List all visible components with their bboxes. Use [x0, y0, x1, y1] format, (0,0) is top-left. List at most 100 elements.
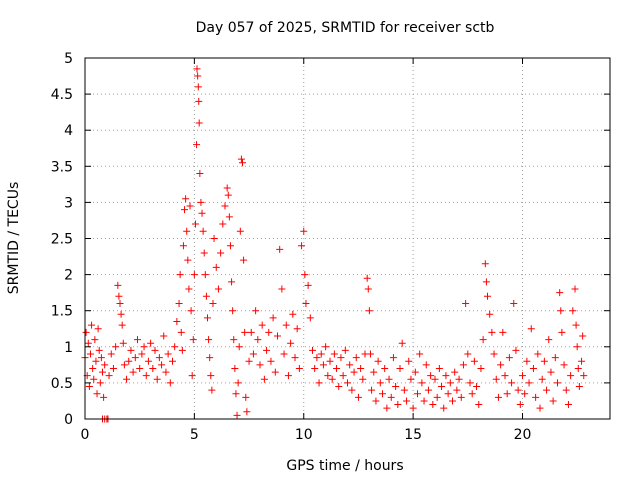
data-point [344, 379, 351, 387]
data-point [94, 325, 102, 333]
data-point [85, 383, 93, 391]
data-point [136, 364, 144, 372]
data-point [196, 170, 204, 178]
data-point [547, 368, 555, 376]
data-point [508, 379, 516, 387]
data-point [551, 354, 559, 362]
data-point [234, 379, 242, 387]
data-point [510, 299, 518, 307]
data-point [202, 292, 210, 300]
data-point [579, 332, 587, 340]
data-point [407, 375, 415, 383]
data-point [158, 361, 166, 369]
data-point [519, 372, 526, 380]
data-point [232, 390, 240, 398]
data-point [484, 292, 491, 300]
data-point [91, 336, 99, 344]
data-point [403, 397, 411, 405]
data-point [231, 364, 239, 372]
data-point [166, 379, 174, 387]
data-point [534, 350, 542, 358]
data-point [543, 386, 551, 394]
data-point [115, 292, 123, 300]
data-point [376, 379, 384, 387]
data-point [477, 364, 485, 372]
data-point [241, 328, 249, 336]
data-point [138, 350, 146, 358]
data-point [149, 364, 157, 372]
data-point [221, 202, 229, 210]
x-tick-label: 10 [295, 427, 313, 443]
data-point [191, 220, 199, 228]
data-point [289, 310, 297, 318]
data-point [212, 263, 220, 271]
data-point [263, 346, 271, 354]
data-point [99, 368, 106, 376]
data-point [209, 299, 217, 307]
data-point [224, 191, 232, 199]
data-point [95, 346, 103, 354]
data-point [254, 336, 262, 344]
data-point [385, 375, 393, 383]
data-point [315, 379, 323, 387]
data-point [205, 336, 213, 344]
data-point [418, 379, 426, 387]
data-point [293, 325, 301, 333]
data-point [366, 350, 374, 358]
data-point [178, 346, 186, 354]
data-point [182, 195, 190, 203]
data-point [193, 141, 201, 149]
data-point [278, 285, 286, 293]
data-point [243, 408, 251, 416]
data-point [444, 390, 452, 398]
data-point [153, 375, 161, 383]
data-point [392, 383, 400, 391]
data-point [93, 390, 101, 398]
data-point [442, 372, 450, 380]
x-tick-labels: 0 5 10 15 20 [81, 427, 532, 443]
data-point [160, 332, 168, 340]
data-point [549, 397, 557, 405]
data-point [300, 227, 308, 235]
data-point [162, 368, 170, 376]
data-point [573, 343, 581, 351]
data-point [446, 379, 454, 387]
data-point [527, 325, 535, 333]
y-tick-label: 0 [64, 412, 73, 428]
x-axis-label: GPS time / hours [286, 458, 403, 474]
data-point [313, 354, 321, 362]
data-point [190, 271, 198, 279]
data-point [438, 383, 446, 391]
data-point [486, 310, 494, 318]
data-point [453, 386, 461, 394]
data-point [499, 328, 507, 336]
data-point [521, 390, 529, 398]
data-point [328, 375, 336, 383]
data-point [235, 343, 243, 351]
data-point [194, 83, 202, 91]
y-tick-label: 1.5 [51, 304, 73, 320]
data-point [560, 361, 568, 369]
y-tick-label: 1 [64, 340, 73, 356]
data-point [449, 397, 456, 405]
data-point [175, 299, 183, 307]
data-point [422, 361, 430, 369]
data-point [427, 372, 435, 380]
data-point [503, 390, 511, 398]
data-point [114, 281, 122, 289]
data-point [230, 336, 238, 344]
data-point [252, 307, 260, 315]
data-point [197, 198, 205, 206]
data-point [396, 364, 404, 372]
data-point [512, 346, 520, 354]
data-point [223, 184, 231, 192]
data-point [267, 357, 275, 365]
axis-ticks [84, 57, 610, 420]
data-point [129, 368, 137, 376]
data-point [198, 209, 206, 217]
data-point [282, 321, 290, 329]
data-point [532, 393, 540, 401]
data-point [265, 328, 273, 336]
data-point [188, 372, 196, 380]
y-axis-label: SRMTID / TECUs [6, 182, 22, 295]
